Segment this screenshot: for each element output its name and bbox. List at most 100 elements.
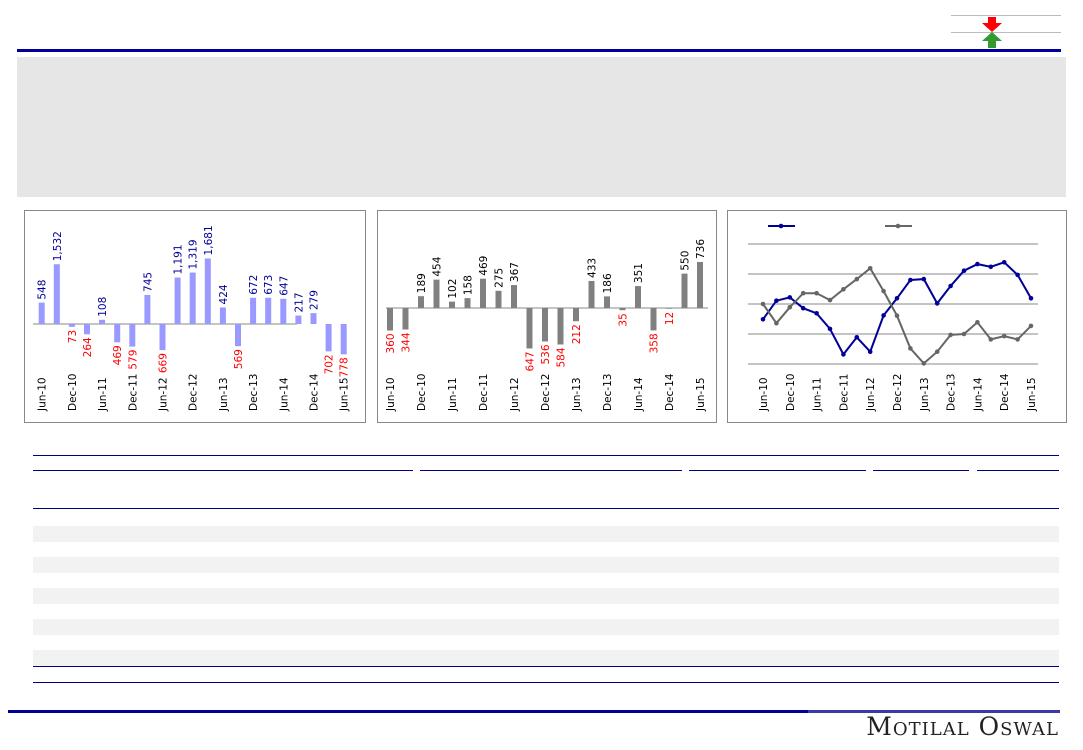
x-tick-label: Jun-15: [339, 377, 351, 412]
table-header-rule: [33, 508, 1059, 509]
data-label: 12: [664, 312, 676, 325]
bar: [418, 296, 424, 308]
data-label: 454: [432, 256, 444, 276]
x-tick-label: Jun-14: [633, 377, 645, 412]
x-tick-label: Jun-12: [865, 377, 877, 412]
bar: [84, 324, 90, 335]
data-point: [921, 276, 927, 282]
data-point: [988, 264, 994, 270]
x-tick-label: Jun-15: [695, 377, 707, 412]
x-tick-label: Dec-12: [892, 374, 904, 411]
data-point: [948, 332, 953, 338]
bar: [526, 308, 533, 349]
bar: [387, 308, 393, 331]
data-point: [908, 346, 913, 351]
bar: [495, 290, 502, 308]
data-label: 579: [127, 350, 139, 370]
motilal-oswal-logo: Motilal Oswal: [866, 712, 1059, 741]
data-label: 702: [324, 354, 336, 374]
table-row: [33, 510, 1059, 526]
bar: [204, 258, 211, 324]
footer-divider-right: [808, 710, 1060, 713]
x-tick-label: Dec-11: [838, 374, 850, 411]
x-tick-label: Jun-13: [571, 377, 583, 412]
data-point: [841, 352, 846, 357]
data-point: [814, 311, 819, 316]
x-tick-label: Dec-13: [602, 374, 614, 411]
table-footer-rule: [33, 682, 1059, 683]
footer-divider: [8, 710, 808, 713]
bar: [650, 308, 657, 331]
data-label: 536: [540, 344, 552, 364]
table-row: [33, 541, 1059, 557]
x-tick-label: Jun-11: [812, 377, 824, 412]
bar: [604, 296, 610, 308]
arrow-down-icon: [982, 17, 1002, 32]
bar: [235, 324, 241, 347]
legend-marker: [895, 223, 901, 229]
bar: [144, 294, 151, 324]
data-label: 424: [218, 284, 230, 304]
data-point: [988, 337, 994, 342]
data-label: 1,319: [188, 239, 200, 269]
bar: [619, 308, 626, 311]
chart-3: Jun-10 Dec-10 Jun-11 Dec-11 Jun-12 Dec-12 Jun-…: [727, 210, 1067, 423]
data-label: 279: [309, 290, 321, 310]
data-label: 351: [633, 263, 645, 283]
x-tick-label: Jun-10: [385, 377, 397, 412]
data-point: [854, 276, 860, 282]
x-tick-label: Jun-14: [278, 377, 290, 412]
data-label: 433: [587, 258, 599, 278]
table-row: [33, 588, 1059, 604]
data-point: [921, 361, 927, 366]
data-point: [1015, 337, 1020, 342]
bar: [402, 308, 409, 330]
data-point: [867, 266, 873, 271]
table-top-rule: [33, 455, 1059, 456]
x-tick-label: Dec-10: [67, 374, 79, 411]
bar: [681, 273, 688, 308]
data-label: 217: [293, 292, 305, 312]
table-row: [33, 619, 1059, 636]
table-group-rule: [33, 470, 413, 471]
data-point: [787, 305, 793, 310]
data-label: 778: [339, 357, 351, 377]
bar: [310, 313, 317, 324]
bar: [480, 278, 486, 308]
x-tick-label: Dec-11: [478, 374, 490, 411]
data-point: [841, 287, 846, 292]
data-label: 469: [478, 256, 490, 276]
data-point: [961, 268, 967, 273]
data-label: 73: [67, 330, 79, 343]
bar: [129, 324, 136, 347]
data-label: 469: [112, 345, 124, 365]
data-point: [800, 290, 806, 296]
data-label: 264: [82, 337, 94, 357]
data-label: 745: [142, 272, 154, 292]
bar: [68, 324, 75, 327]
bar: [250, 297, 257, 324]
data-label: 569: [233, 349, 245, 369]
data-point: [975, 261, 980, 267]
x-tick-label: Dec-12: [540, 374, 552, 411]
bar: [697, 262, 703, 308]
bar: [114, 324, 121, 343]
data-point: [760, 317, 766, 322]
bar: [666, 308, 672, 309]
table-row: [33, 525, 1059, 542]
data-point: [800, 305, 806, 311]
data-label: 360: [385, 334, 397, 354]
data-label: 358: [649, 333, 661, 353]
data-point: [867, 349, 873, 354]
x-tick-label: Jun-11: [97, 377, 109, 412]
x-tick-label: Jun-12: [158, 377, 170, 412]
bar: [174, 277, 181, 324]
data-label: 1,532: [52, 231, 64, 261]
x-tick-label: Dec-14: [999, 373, 1011, 411]
bar: [588, 280, 595, 308]
data-label: 275: [494, 268, 506, 288]
x-tick-label: Jun-10: [758, 377, 770, 412]
data-point: [894, 296, 900, 301]
table-group-rule: [689, 470, 866, 471]
data-label: 186: [602, 273, 614, 293]
